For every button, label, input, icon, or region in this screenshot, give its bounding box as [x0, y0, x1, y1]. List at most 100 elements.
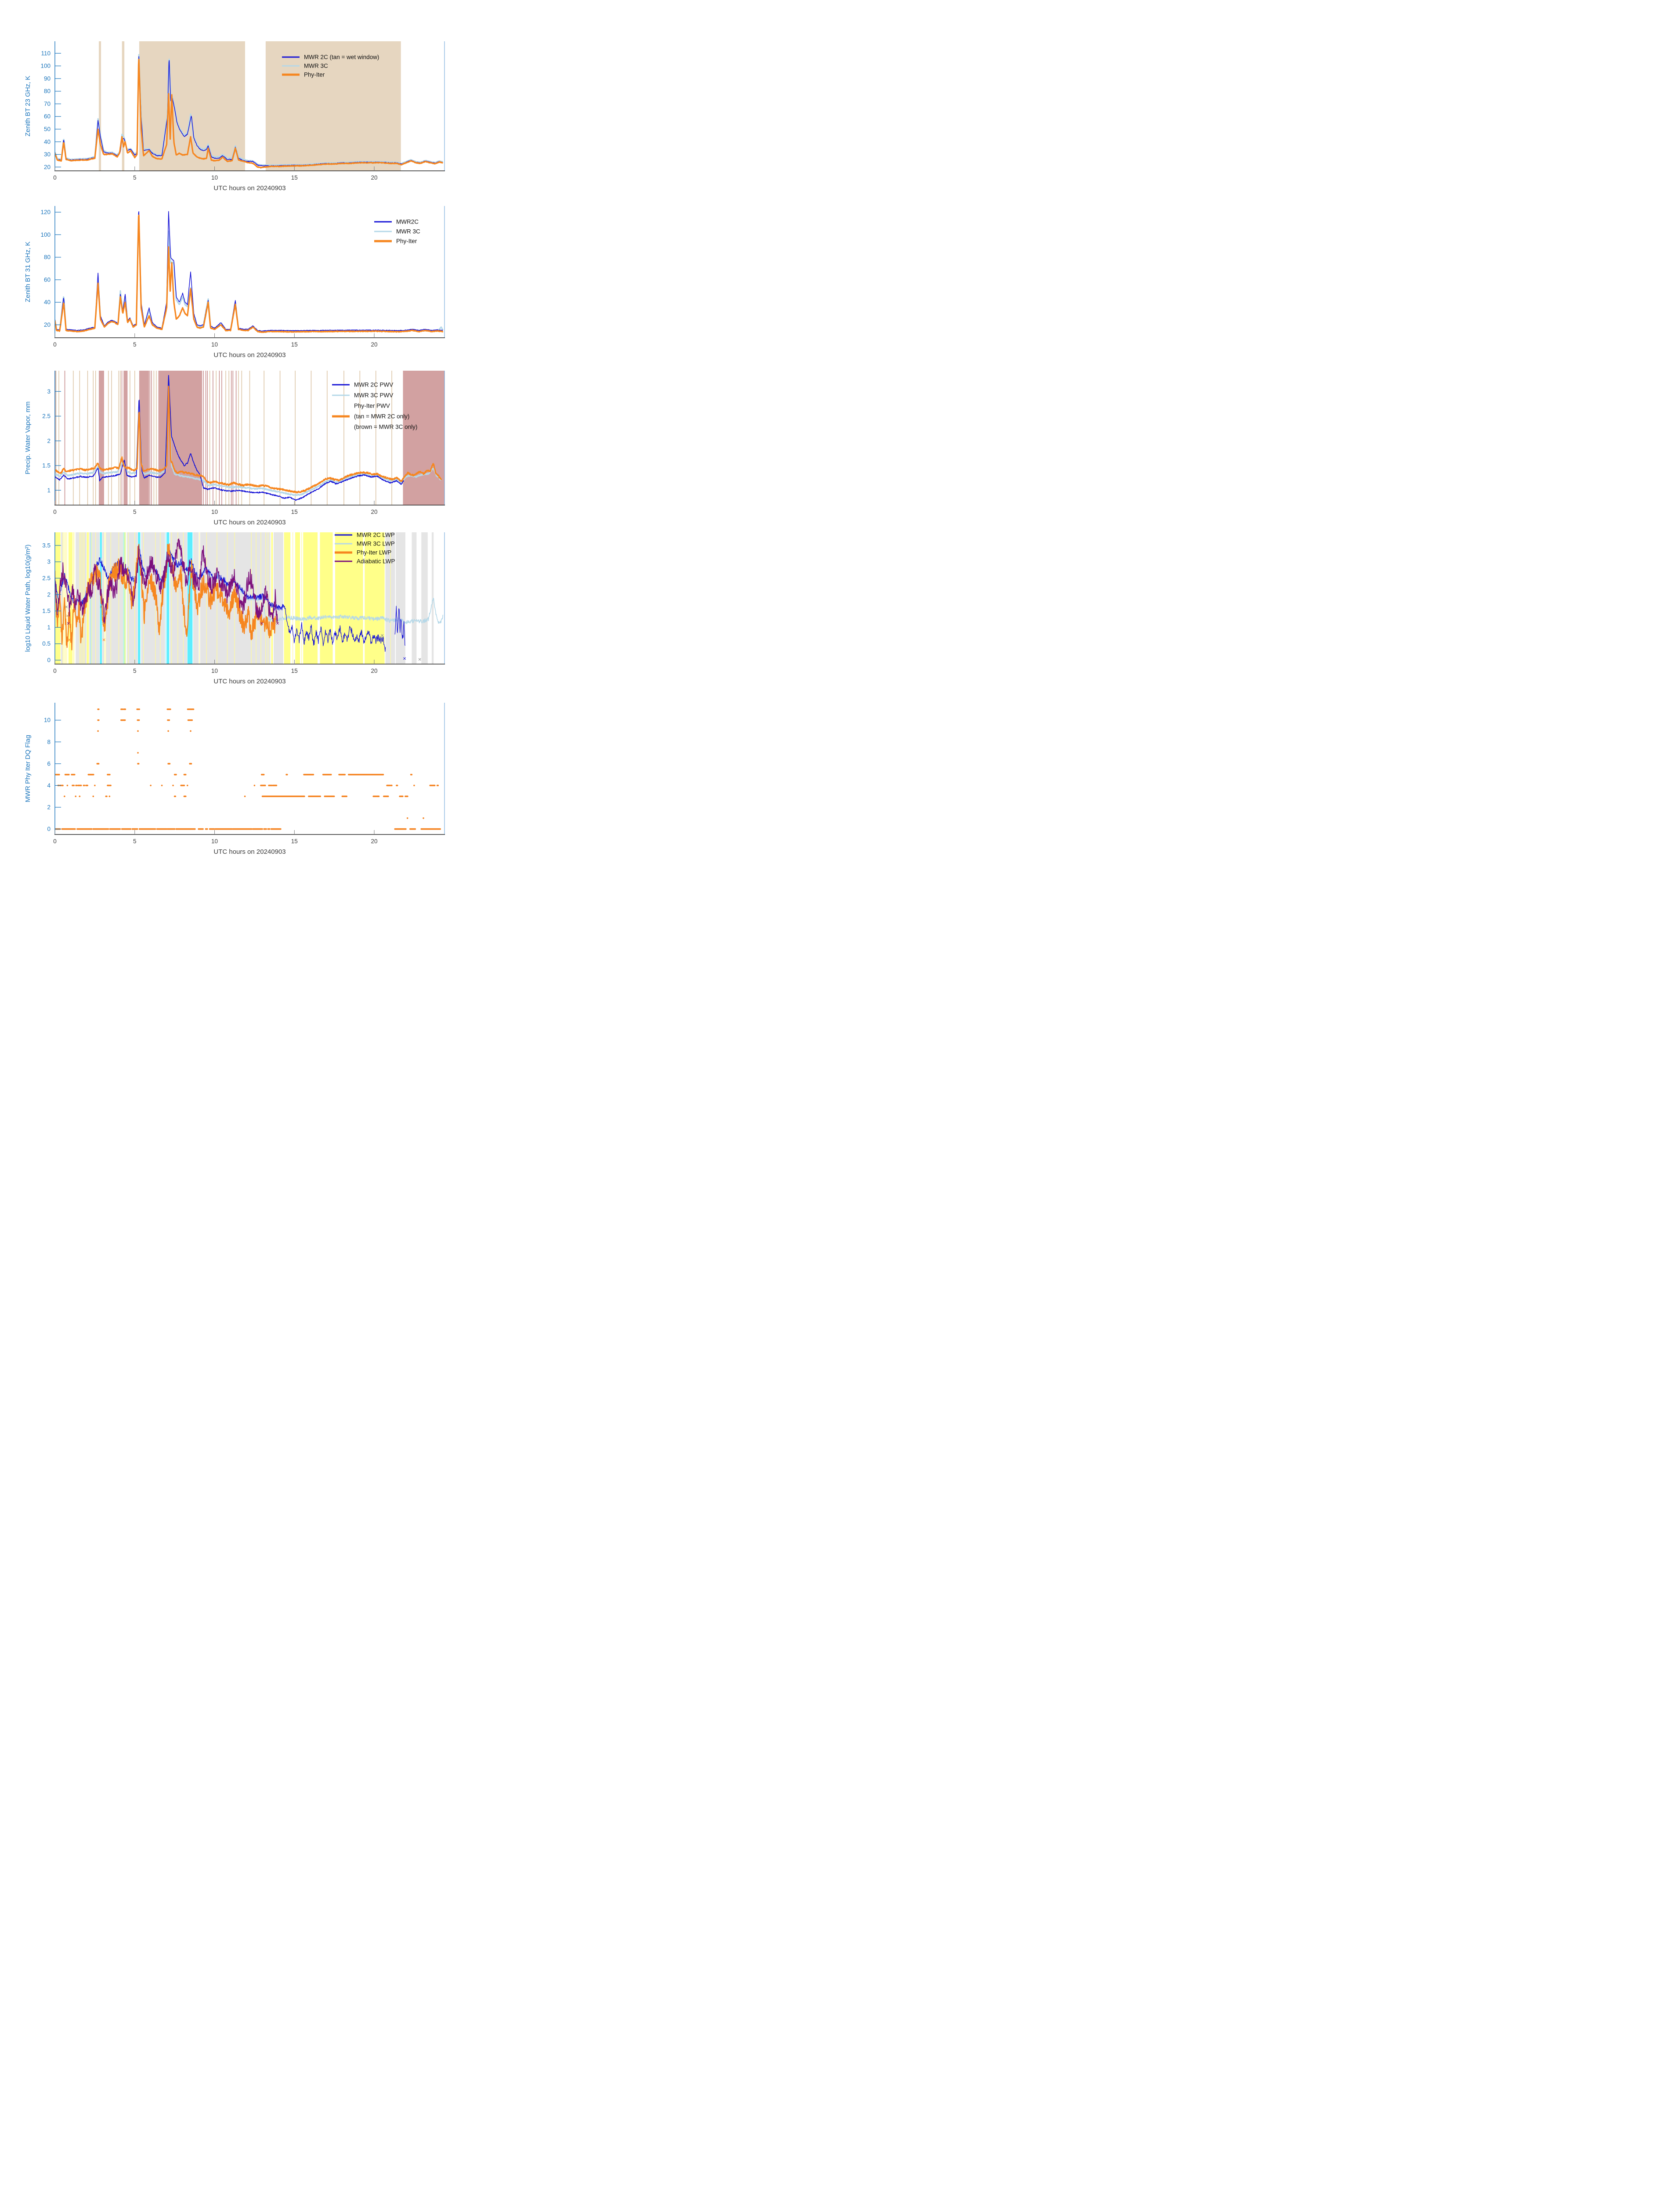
lwp-y-axis-label: log10 Liquid Water Path, log10(g/m²) — [24, 545, 32, 652]
bt23-ytick-label: 50 — [44, 126, 51, 133]
dqflag-flag-dot — [97, 730, 99, 732]
dqflag-flag-dot — [263, 773, 265, 776]
lwp-series-mwr-2c-lwp-burst — [394, 606, 406, 646]
lwp-x-marker: ✕ — [275, 621, 278, 625]
dqflag-flag-dot — [83, 784, 85, 787]
dqflag-flag-dot — [98, 763, 100, 765]
dqflag-flag-dot — [437, 784, 439, 787]
pwv-shaded-band — [121, 371, 123, 505]
dqflag-flag-dot — [68, 773, 70, 776]
dqflag-flag-dot — [79, 795, 81, 798]
pwv-ytick-label: 3 — [47, 388, 51, 395]
pwv-x-axis-label: UTC hours on 20240903 — [213, 519, 285, 526]
dqflag-flag-dot — [80, 784, 82, 787]
bt31-ytick-label: 20 — [44, 321, 51, 328]
lwp-ytick-label: 1.5 — [42, 608, 51, 614]
dqflag-flag-dot — [346, 795, 347, 798]
dqflag-flag-dot — [172, 784, 174, 787]
dqflag-flag-dot — [275, 784, 278, 787]
lwp-shaded-band — [284, 532, 291, 664]
bt31-legend-label: MWR2C — [396, 219, 419, 225]
bt31-ytick-label: 40 — [44, 299, 51, 306]
dqflag-flag-dot — [183, 784, 185, 787]
bt31-ytick-label: 60 — [44, 276, 51, 283]
bt23-ytick-label: 70 — [44, 101, 51, 107]
lwp-shaded-band — [421, 532, 428, 664]
lwp-x-marker: ✕ — [380, 634, 384, 639]
lwp-x-marker: ✕ — [66, 621, 70, 626]
bt23-legend-label: Phy-Iter — [304, 72, 325, 78]
lwp-shaded-band — [170, 532, 187, 664]
dqflag-flag-dot — [333, 795, 335, 798]
lwp-series-adiabatic-lwp — [55, 538, 278, 624]
dqflag-plot-area — [55, 708, 441, 830]
dqflag-flag-dot — [168, 719, 170, 721]
dqflag-flag-dot — [271, 784, 273, 787]
pwv-xtick-label: 20 — [371, 509, 378, 515]
dqflag-flag-dot — [170, 708, 171, 710]
bt23-xtick-label: 5 — [133, 174, 137, 181]
dqflag-flag-dot — [434, 784, 436, 787]
dqflag-flag-dot — [73, 784, 75, 787]
dqflag-flag-dot — [264, 784, 266, 787]
lwp-shaded-band — [320, 532, 333, 664]
lwp-x-marker: ✕ — [260, 621, 264, 626]
dqflag-flag-dot — [98, 719, 100, 721]
dqflag-flag-dot — [191, 719, 193, 721]
bt31-xtick-label: 20 — [371, 341, 378, 348]
lwp-ytick-label: 0.5 — [42, 640, 51, 647]
bt23-legend-label: MWR 3C — [304, 63, 328, 69]
dqflag-flag-dot — [73, 773, 76, 776]
pwv-shaded-band — [139, 371, 149, 505]
bt23-ytick-label: 110 — [41, 50, 51, 57]
bt23-shaded-band — [122, 41, 125, 171]
dqflag-flag-dot — [401, 795, 404, 798]
lwp-shaded-band — [166, 532, 170, 664]
dqflag-flag-dot — [167, 730, 169, 732]
dqflag-ytick-label: 0 — [47, 826, 51, 832]
bt23-ytick-label: 90 — [44, 75, 51, 82]
lwp-x-marker: ✕ — [99, 605, 103, 610]
bt23-ytick-label: 40 — [44, 138, 51, 145]
dqflag-flag-dot — [137, 730, 139, 732]
lwp-ytick-label: 1 — [47, 624, 51, 631]
dqflag-flag-dot — [391, 784, 393, 787]
dqflag-ytick-label: 2 — [47, 804, 51, 811]
dqflag-flag-dot — [268, 828, 271, 830]
bt31-ytick-label: 80 — [44, 254, 51, 260]
bt31-xtick-label: 15 — [291, 341, 298, 348]
dqflag-xtick-label: 15 — [291, 838, 298, 845]
lwp-shaded-band — [187, 532, 193, 664]
lwp-x-marker: ✕ — [65, 605, 68, 610]
lwp-xtick-label: 0 — [53, 668, 57, 674]
bt31-xtick-label: 5 — [133, 341, 137, 348]
dqflag-flag-dot — [280, 828, 282, 830]
mwr-diagnostics-figure: 20 30 40 50 60 70 80 90 100 110 0 5 10 15 20 UTC hours … — [0, 0, 560, 878]
dqflag-flag-dot — [122, 708, 123, 710]
bt31-legend-label: Phy-Iter — [396, 238, 417, 245]
dqflag-ytick-label: 6 — [47, 760, 51, 767]
lwp-xtick-label: 15 — [291, 668, 298, 674]
dqflag-flag-dot — [414, 828, 416, 830]
lwp-xtick-label: 10 — [211, 668, 218, 674]
dqflag-flag-dot — [406, 817, 408, 819]
dqflag-flag-dot — [169, 763, 171, 765]
dqflag-flag-dot — [175, 773, 177, 776]
dqflag-flag-dot — [66, 784, 69, 787]
bt31-legend-label: MWR 3C — [396, 228, 420, 235]
bt23-ytick-label: 60 — [44, 113, 51, 120]
dqflag-flag-dot — [106, 795, 108, 798]
pwv-xtick-label: 15 — [291, 509, 298, 515]
dqflag-flag-dot — [206, 828, 208, 830]
lwp-shaded-band — [138, 532, 141, 664]
pwv-legend-label: (tan = MWR 2C only) — [354, 413, 409, 420]
bt31-y-axis-label: Zenith BT 31 GHz, K — [24, 242, 32, 302]
dqflag-flag-dot — [76, 784, 78, 787]
lwp-shaded-band — [106, 532, 123, 664]
lwp-ytick-label: 3 — [47, 559, 51, 565]
dqflag-flag-dot — [378, 795, 380, 798]
pwv-series-mwr-2c-pwv — [55, 375, 404, 501]
lwp-legend-label: MWR 3C LWP — [357, 541, 395, 547]
lwp-shaded-band — [141, 532, 165, 664]
